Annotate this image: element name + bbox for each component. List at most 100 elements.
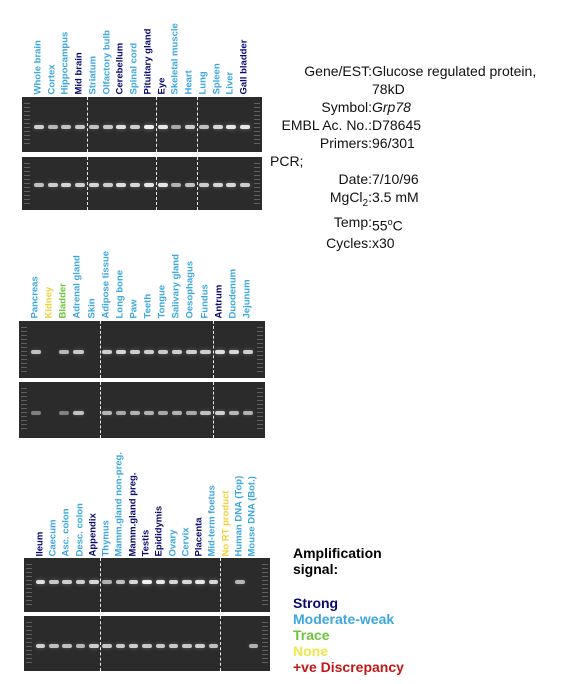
- lane-label: Desc. colon: [74, 502, 86, 556]
- gel-band: [47, 124, 58, 129]
- mgcl-value: 3.5 mM: [372, 189, 419, 205]
- lane-label: Cervix: [180, 526, 192, 556]
- gel-band: [143, 124, 154, 129]
- gel-band: [168, 644, 179, 649]
- gel-band: [142, 644, 152, 649]
- gel-band: [143, 349, 155, 354]
- gel-band: [75, 644, 86, 649]
- gel-band: [214, 410, 225, 415]
- primers-value: 96/301: [372, 135, 415, 151]
- gel-band: [35, 644, 46, 649]
- lane-label: Caecum: [47, 519, 59, 556]
- gel-band: [33, 182, 44, 187]
- gel-image-3-bottom: [24, 616, 270, 671]
- ladder-marker: [26, 564, 32, 606]
- legend-items: Strong Moderate-weak Trace None +ve Discrepa…: [293, 595, 404, 675]
- gel-band: [30, 349, 42, 354]
- gel-band: [89, 580, 99, 585]
- gel-band: [129, 349, 140, 354]
- lane-separator: [197, 157, 198, 210]
- lane-label: Lung: [197, 70, 209, 94]
- ladder-marker: [26, 622, 32, 665]
- lane-label: Eye: [156, 77, 168, 94]
- lane-label: Mamm.gland non-preg.: [113, 451, 125, 557]
- gel-band: [172, 349, 183, 354]
- gel-band: [142, 580, 152, 585]
- lane-label: Adrenal gland: [71, 254, 83, 318]
- gel-band: [182, 580, 192, 585]
- gel-band: [102, 644, 112, 649]
- pcr-label: PCR;: [270, 153, 304, 169]
- lane-label: Skeletal muscle: [169, 22, 181, 94]
- lane-labels-1: Whole brain Cortex Hippocampus Mid brain Str…: [22, 8, 262, 94]
- gel-band: [172, 410, 183, 415]
- lane-label: Mouse DNA (Bot.): [246, 475, 258, 556]
- date-value: 7/10/96: [372, 171, 419, 187]
- gel-band: [62, 580, 72, 585]
- gel-band: [88, 182, 99, 187]
- gel-band: [214, 349, 225, 354]
- gel-band: [198, 124, 209, 129]
- temp-row: Temp: 55oC: [270, 213, 565, 235]
- lane-label: Cortex: [46, 63, 58, 94]
- gel-band: [240, 124, 251, 129]
- gel-band: [171, 182, 182, 187]
- lane-label: Duodenum: [227, 268, 239, 318]
- gel-band: [158, 349, 169, 354]
- gel-image-1-top: [22, 97, 262, 152]
- gel-band: [73, 349, 84, 354]
- primers-row: Primers: 96/301: [270, 134, 565, 152]
- gel-band: [115, 349, 126, 354]
- gel-band: [130, 124, 141, 129]
- gel-band: [185, 124, 196, 129]
- gene-value-line2: 78kD: [372, 81, 405, 97]
- gel-band: [157, 124, 168, 129]
- temp-key: Temp:: [333, 213, 372, 230]
- legend-title-line2: signal:: [293, 561, 339, 577]
- lane-label: Fundus: [199, 283, 211, 318]
- gel-band: [242, 410, 253, 415]
- lane-label: Jejunum: [241, 278, 253, 318]
- gel-band: [212, 124, 223, 129]
- gel-band: [102, 580, 112, 585]
- lane-separator: [212, 321, 214, 378]
- lane-label: Spinal cord: [128, 42, 140, 94]
- gel-band: [62, 644, 72, 649]
- lane-label: Thymus: [100, 519, 112, 556]
- gel-band: [115, 644, 126, 649]
- gene-key: Gene/EST:: [304, 63, 372, 79]
- gel-band: [228, 349, 239, 354]
- gene-value-line1: Glucose regulated protein,: [372, 63, 537, 79]
- gel-band: [128, 644, 139, 649]
- lane-label: Oesophagus: [184, 260, 196, 318]
- gel-band: [226, 124, 237, 129]
- gel-band: [226, 182, 237, 187]
- gel-band: [195, 580, 205, 585]
- ladder-marker: [257, 388, 263, 432]
- gel-band: [235, 580, 245, 585]
- gel-band: [88, 124, 99, 129]
- gel-band: [248, 644, 259, 649]
- gel-band: [186, 349, 197, 354]
- gel-band: [198, 182, 209, 187]
- embl-key: EMBL Ac. No.:: [281, 117, 372, 133]
- gel-band: [89, 644, 99, 649]
- ladder-marker: [254, 103, 260, 146]
- legend-item: Trace: [293, 627, 330, 643]
- gel-band: [182, 644, 192, 649]
- gel-band: [143, 410, 155, 415]
- gel-band: [155, 644, 166, 649]
- mgcl-subscript: 2: [362, 197, 369, 209]
- ladder-marker: [262, 622, 268, 665]
- gel-band: [116, 124, 127, 129]
- gel-band: [61, 182, 72, 187]
- lane-label: Olfactory bulb: [101, 29, 113, 94]
- legend-item: None: [293, 643, 328, 659]
- ladder-marker: [24, 103, 30, 146]
- gel-band: [208, 580, 219, 585]
- gel-band: [143, 182, 154, 187]
- gel-band: [158, 410, 169, 415]
- cycles-key: Cycles:: [326, 235, 372, 252]
- lane-label: Mid-term foetus: [206, 484, 218, 556]
- lane-separator: [100, 616, 102, 671]
